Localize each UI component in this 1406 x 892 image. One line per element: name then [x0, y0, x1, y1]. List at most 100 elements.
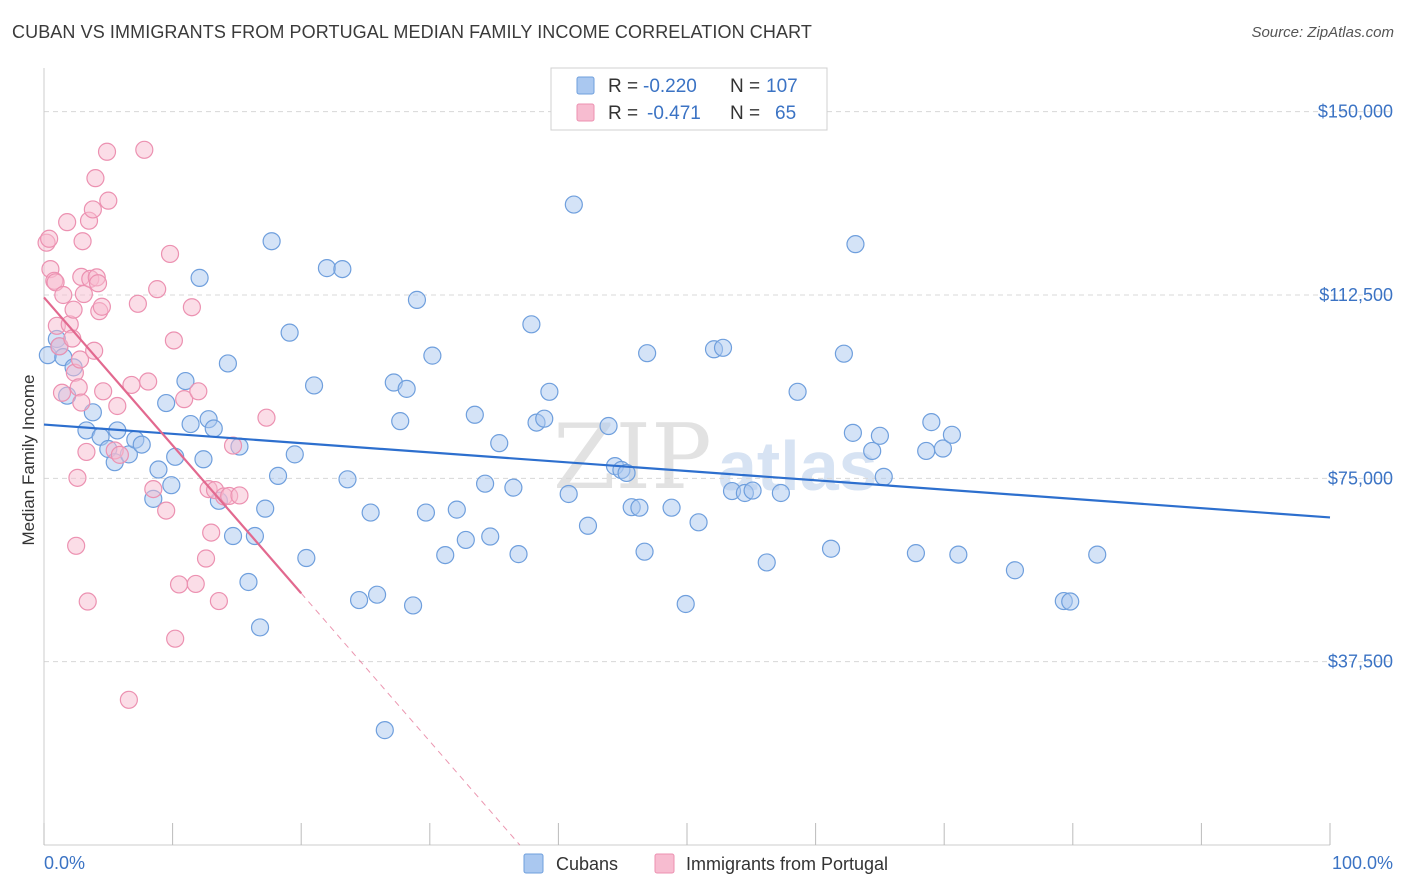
y-tick-labels: $37,500 $75,000 $112,500 $150,000	[1318, 102, 1393, 672]
legend-n-value-cubans: 107	[766, 76, 798, 97]
portugal-point	[69, 378, 88, 397]
portugal-point	[144, 479, 163, 499]
cubans-point	[285, 445, 304, 464]
y-axis-title: Median Family Income	[19, 374, 38, 545]
portugal-point	[182, 298, 201, 317]
cubans-point	[223, 526, 243, 546]
portugal-point	[148, 280, 167, 299]
cubans-point	[391, 412, 410, 431]
cubans-point	[456, 530, 475, 550]
cubans-point	[162, 476, 181, 495]
stats-legend-box	[550, 67, 828, 131]
cubans-point	[599, 416, 618, 436]
cubans-point	[423, 346, 442, 365]
y-tick-label: $75,000	[1328, 468, 1393, 488]
portugal-trend-extension	[300, 592, 521, 846]
portugal-point	[189, 382, 208, 401]
y-tick-label: $112,500	[1319, 285, 1393, 305]
cubans-point	[333, 259, 352, 279]
cubans-point	[906, 544, 926, 563]
legend-r-label-portugal: R =	[608, 103, 638, 124]
chart-title: CUBAN VS IMMIGRANTS FROM PORTUGAL MEDIAN…	[12, 22, 812, 42]
cubans-point	[245, 526, 265, 546]
portugal-point	[169, 575, 189, 594]
cubans-point	[349, 590, 369, 610]
portugal-point	[175, 390, 194, 409]
portugal-point	[223, 436, 243, 455]
cubans-point	[317, 259, 337, 278]
cubans-point	[157, 393, 176, 413]
portugal-point	[128, 294, 147, 313]
cubans-point	[132, 435, 151, 454]
watermark-zip: ZIP	[553, 405, 712, 510]
legend-r-label-cubans: R =	[608, 76, 638, 97]
cubans-point	[564, 195, 583, 214]
cubans-point	[239, 572, 258, 592]
x-tick-label: 0.0%	[44, 853, 85, 873]
cubans-point	[176, 371, 195, 391]
portugal-point	[40, 229, 59, 248]
cubans-point	[416, 503, 436, 522]
cubans-point	[863, 441, 882, 461]
cubans-point	[367, 585, 387, 604]
portugal-point	[119, 690, 138, 709]
portugal-point	[110, 445, 129, 464]
portugal-point	[72, 393, 91, 412]
cubans-point	[1088, 545, 1107, 564]
cubans-point	[509, 545, 528, 564]
cubans-point	[821, 539, 841, 558]
y-tick-label: $150,000	[1318, 102, 1393, 122]
cubans-point	[181, 414, 200, 434]
portugal-point	[166, 629, 185, 648]
cubans-point	[540, 382, 559, 401]
cubans-point	[559, 484, 578, 504]
cubans-point	[870, 426, 890, 445]
x-tick-labels: 0.0% 100.0%	[44, 853, 1393, 873]
portugal-point	[73, 232, 92, 251]
cubans-point	[490, 434, 509, 453]
cubans-point	[662, 498, 681, 517]
cubans-point	[949, 545, 968, 564]
portugal-point	[77, 442, 96, 462]
cubans-point	[204, 419, 223, 438]
series-legend: Cubans Immigrants from Portugal	[523, 853, 888, 874]
portugal-point	[64, 300, 83, 319]
cubans-point	[933, 439, 953, 458]
axes	[43, 68, 1331, 846]
cubans-point	[874, 467, 893, 486]
legend-cubans-swatch	[523, 853, 544, 874]
cubans-point	[1061, 592, 1080, 611]
cubans-point	[361, 503, 380, 522]
portugal-point	[94, 382, 113, 401]
legend-portugal-label: Immigrants from Portugal	[686, 854, 888, 874]
legend-r-value-cubans: -0.220	[643, 76, 697, 97]
cubans-point	[535, 409, 554, 428]
portugal-point	[139, 372, 158, 391]
portugal-point	[196, 549, 216, 568]
cubans-point	[475, 474, 495, 493]
cubans-point	[578, 516, 598, 535]
cubans-point	[1005, 561, 1025, 580]
portugal-point	[108, 396, 127, 416]
series-cubans-points	[38, 195, 1107, 740]
cubans-point	[638, 344, 657, 363]
portugal-point	[63, 329, 82, 348]
cubans-point	[436, 545, 455, 565]
cubans-point	[689, 513, 708, 532]
cubans-point	[447, 500, 466, 519]
cubans-point	[280, 323, 299, 342]
cubans-point	[256, 499, 275, 518]
stats-legend: R = -0.220 N = 107 R = -0.471 N = 65	[550, 67, 828, 131]
portugal-point	[99, 191, 118, 210]
cubans-point	[942, 425, 962, 444]
legend-n-label-portugal: N =	[730, 103, 760, 124]
cubans-point	[917, 441, 936, 461]
cubans-trend-line	[43, 423, 1331, 519]
cubans-point	[190, 268, 209, 287]
cubans-point	[834, 344, 853, 363]
portugal-point	[52, 383, 72, 402]
cubans-point	[194, 450, 213, 469]
cubans-point	[922, 413, 941, 432]
cubans-swatch	[576, 76, 595, 95]
